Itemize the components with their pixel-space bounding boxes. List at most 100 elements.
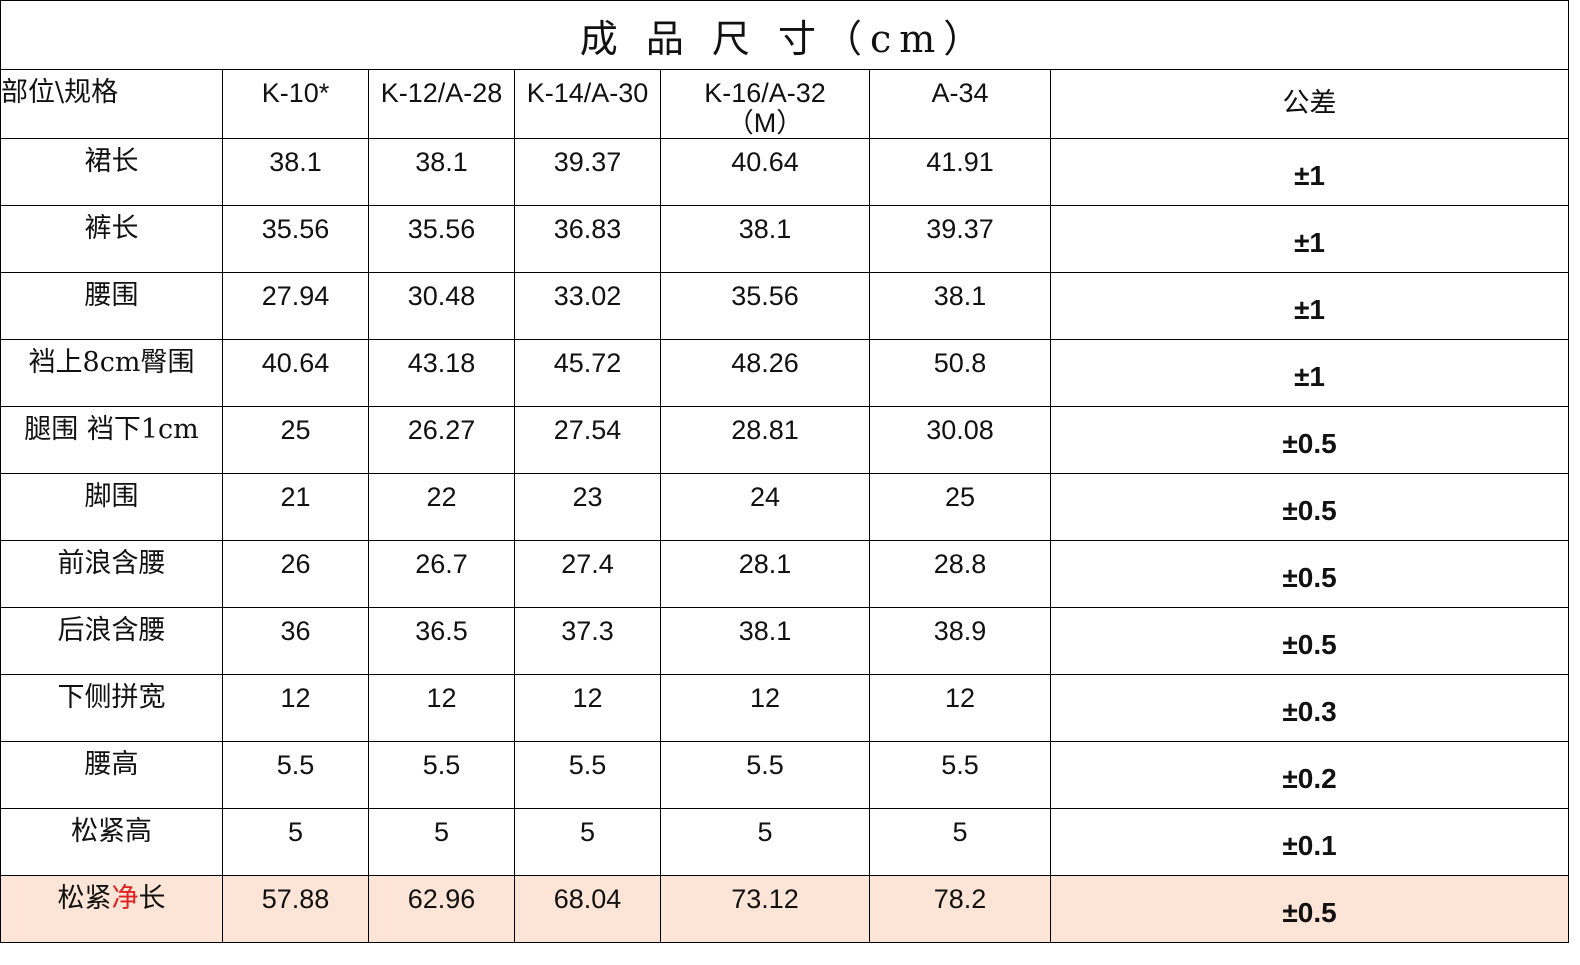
data-row: 松紧净长 57.88 62.96 68.04 73.12 78.2 ±0.5 bbox=[0, 875, 1570, 943]
tolerance: ±0.5 bbox=[1282, 428, 1337, 459]
row-label-cell: 松紧净长 bbox=[0, 875, 223, 943]
header-text: K-12/A-28 bbox=[380, 78, 503, 108]
header-text: K-14/A-30 bbox=[526, 78, 649, 108]
tolerance: ±0.5 bbox=[1282, 562, 1337, 593]
tolerance: ±1 bbox=[1294, 160, 1326, 191]
data-row: 前浪含腰 26 26.7 27.4 28.1 28.8 ±0.5 bbox=[0, 540, 1570, 608]
value: 38.1 bbox=[738, 616, 792, 646]
value: 68.04 bbox=[553, 884, 622, 914]
row-label: 下侧拼宽 bbox=[57, 682, 166, 713]
value-cell: 39.37 bbox=[869, 205, 1051, 273]
value-cell: 12 bbox=[368, 674, 515, 742]
tolerance-cell: ±0.2 bbox=[1049, 741, 1570, 809]
title: 成 品 尺 寸（cm） bbox=[0, 0, 1570, 70]
value-cell: 5 bbox=[222, 808, 369, 876]
row-label: 松紧高 bbox=[71, 816, 152, 847]
value-cell: 24 bbox=[660, 473, 870, 541]
row-label-part: 松紧 bbox=[57, 883, 112, 914]
value-cell: 5.5 bbox=[660, 741, 870, 809]
value: 5.5 bbox=[746, 750, 784, 780]
value-cell: 36.83 bbox=[514, 205, 661, 273]
tolerance: ±0.5 bbox=[1282, 495, 1337, 526]
tolerance-cell: ±0.5 bbox=[1049, 607, 1570, 675]
value-cell: 5.5 bbox=[514, 741, 661, 809]
tolerance: ±0.5 bbox=[1282, 629, 1337, 660]
value: 5 bbox=[757, 817, 773, 847]
header-cell: K-16/A-32（M） bbox=[660, 69, 870, 139]
row-label: 裙长 bbox=[84, 146, 139, 177]
value: 50.8 bbox=[933, 348, 987, 378]
value: 30.48 bbox=[407, 281, 476, 311]
row-label-cell: 后浪含腰 bbox=[0, 607, 223, 675]
value: 35.56 bbox=[731, 281, 799, 311]
value-cell: 30.08 bbox=[869, 406, 1051, 474]
title-row: 成 品 尺 寸（cm） bbox=[0, 0, 1570, 70]
value-cell: 12 bbox=[222, 674, 369, 742]
value-cell: 26 bbox=[222, 540, 369, 608]
value-cell: 27.54 bbox=[514, 406, 661, 474]
value-cell: 5 bbox=[869, 808, 1051, 876]
value: 57.88 bbox=[261, 884, 330, 914]
value-cell: 22 bbox=[368, 473, 515, 541]
value: 26.7 bbox=[415, 549, 468, 579]
value: 27.54 bbox=[553, 415, 622, 445]
value: 5.5 bbox=[941, 750, 979, 780]
value-cell: 37.3 bbox=[514, 607, 661, 675]
value-cell: 35.56 bbox=[660, 272, 870, 340]
value-cell: 26.7 bbox=[368, 540, 515, 608]
table-body: 成 品 尺 寸（cm） 部位\规格 K-10* K-12/A-28 K-14/A-30… bbox=[0, 0, 1570, 943]
value-cell: 28.8 bbox=[869, 540, 1051, 608]
value-cell: 38.9 bbox=[869, 607, 1051, 675]
value: 26 bbox=[280, 549, 311, 579]
value-cell: 28.81 bbox=[660, 406, 870, 474]
data-row: 腰高 5.5 5.5 5.5 5.5 5.5 ±0.2 bbox=[0, 741, 1570, 809]
value-cell: 36.5 bbox=[368, 607, 515, 675]
value: 36.83 bbox=[553, 214, 622, 244]
tolerance-cell: ±0.3 bbox=[1049, 674, 1570, 742]
value-cell: 38.1 bbox=[660, 607, 870, 675]
value-cell: 38.1 bbox=[869, 272, 1051, 340]
value-cell: 28.1 bbox=[660, 540, 870, 608]
value-cell: 25 bbox=[222, 406, 369, 474]
tolerance-cell: ±0.5 bbox=[1049, 875, 1570, 943]
header-text: 公差 bbox=[1282, 88, 1337, 119]
value-cell: 78.2 bbox=[869, 875, 1051, 943]
value: 62.96 bbox=[407, 884, 476, 914]
value-cell: 73.12 bbox=[660, 875, 870, 943]
value: 5.5 bbox=[276, 750, 315, 780]
value: 12 bbox=[944, 683, 976, 713]
value-cell: 41.91 bbox=[869, 138, 1051, 206]
value: 22 bbox=[426, 482, 457, 512]
value: 12 bbox=[749, 683, 781, 713]
header-cell: 公差 bbox=[1049, 69, 1570, 139]
header-text: K-10* bbox=[261, 78, 330, 108]
tolerance: ±1 bbox=[1294, 361, 1326, 392]
header-cell: K-14/A-30 bbox=[514, 69, 661, 139]
tolerance-cell: ±0.5 bbox=[1049, 473, 1570, 541]
value: 25 bbox=[944, 482, 976, 512]
value-cell: 27.4 bbox=[514, 540, 661, 608]
value-cell: 5.5 bbox=[368, 741, 515, 809]
value: 12 bbox=[280, 683, 311, 713]
value-cell: 68.04 bbox=[514, 875, 661, 943]
value: 28.81 bbox=[731, 415, 799, 445]
row-label-cell: 裙长 bbox=[0, 138, 223, 206]
value: 27.94 bbox=[261, 281, 330, 311]
header-row: 部位\规格 K-10* K-12/A-28 K-14/A-30 K-16/A-32（M）… bbox=[0, 69, 1570, 139]
value-cell: 35.56 bbox=[222, 205, 369, 273]
value: 12 bbox=[426, 683, 457, 713]
value-cell: 45.72 bbox=[514, 339, 661, 407]
value: 27.4 bbox=[561, 549, 614, 579]
tolerance-cell: ±1 bbox=[1049, 205, 1570, 273]
header-cell: K-10* bbox=[222, 69, 369, 139]
value: 39.37 bbox=[553, 147, 622, 177]
value-cell: 12 bbox=[869, 674, 1051, 742]
row-label-cell: 腿围 裆下1cm bbox=[0, 406, 223, 474]
value-cell: 5 bbox=[368, 808, 515, 876]
row-label-cell: 腰高 bbox=[0, 741, 223, 809]
value: 5.5 bbox=[422, 750, 461, 780]
row-label: 前浪含腰 bbox=[57, 548, 166, 579]
value: 21 bbox=[280, 482, 311, 512]
value-cell: 62.96 bbox=[368, 875, 515, 943]
value: 5 bbox=[952, 817, 968, 847]
